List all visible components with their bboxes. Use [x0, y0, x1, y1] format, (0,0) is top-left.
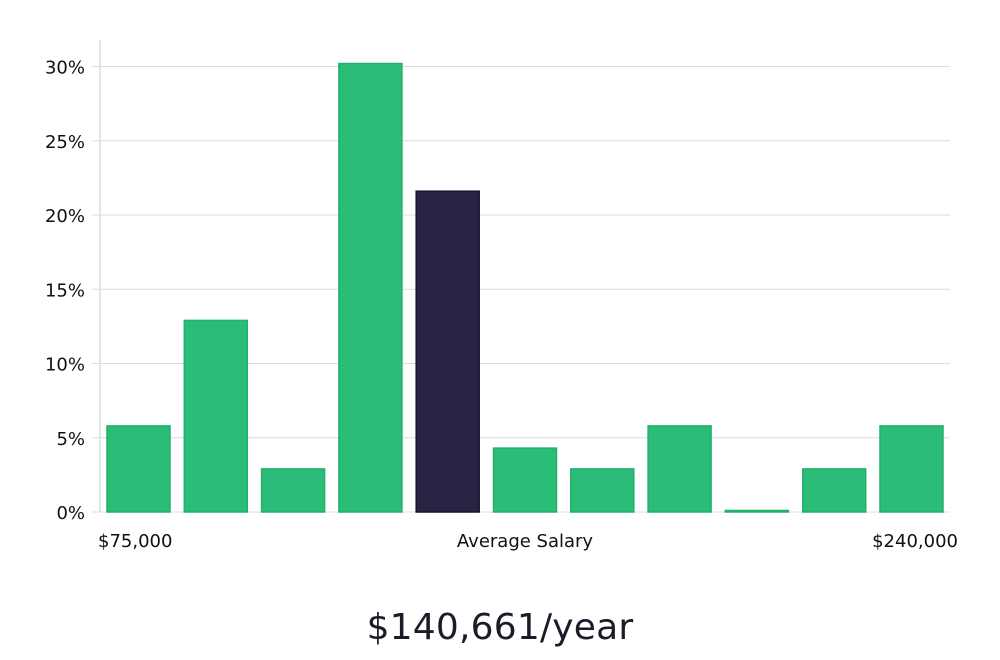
y-tick-label: 0%	[56, 503, 85, 524]
histogram-bar	[106, 425, 171, 513]
histogram-bar	[492, 447, 558, 513]
histogram-bar	[879, 425, 944, 513]
x-axis-title: Average Salary	[457, 531, 594, 552]
x-min-label: $75,000	[98, 531, 172, 552]
histogram-bars	[106, 62, 944, 513]
average-salary-caption: $140,661/year	[366, 607, 634, 648]
y-tick-label: 25%	[45, 132, 85, 153]
histogram-bar	[338, 62, 403, 513]
y-tick-label: 10%	[45, 355, 85, 376]
x-axis-labels: $75,000 Average Salary $240,000	[98, 531, 958, 552]
y-tick-label: 15%	[45, 280, 85, 301]
histogram-bar	[260, 468, 326, 513]
y-tick-label: 5%	[56, 429, 85, 450]
histogram-bar	[801, 468, 867, 513]
y-tick-labels: 0% 5% 10% 15% 20% 25% 30%	[45, 58, 85, 525]
histogram-bar	[183, 319, 249, 513]
histogram-bar	[570, 468, 635, 513]
salary-histogram: 0% 5% 10% 15% 20% 25% 30% $75,000 Average Sala…	[45, 40, 958, 552]
histogram-bar	[724, 509, 790, 513]
histogram-bar	[647, 425, 712, 513]
y-tick-label: 20%	[45, 206, 85, 227]
histogram-bar-highlighted	[415, 190, 480, 513]
y-tick-label: 30%	[45, 58, 85, 79]
x-max-label: $240,000	[872, 531, 958, 552]
